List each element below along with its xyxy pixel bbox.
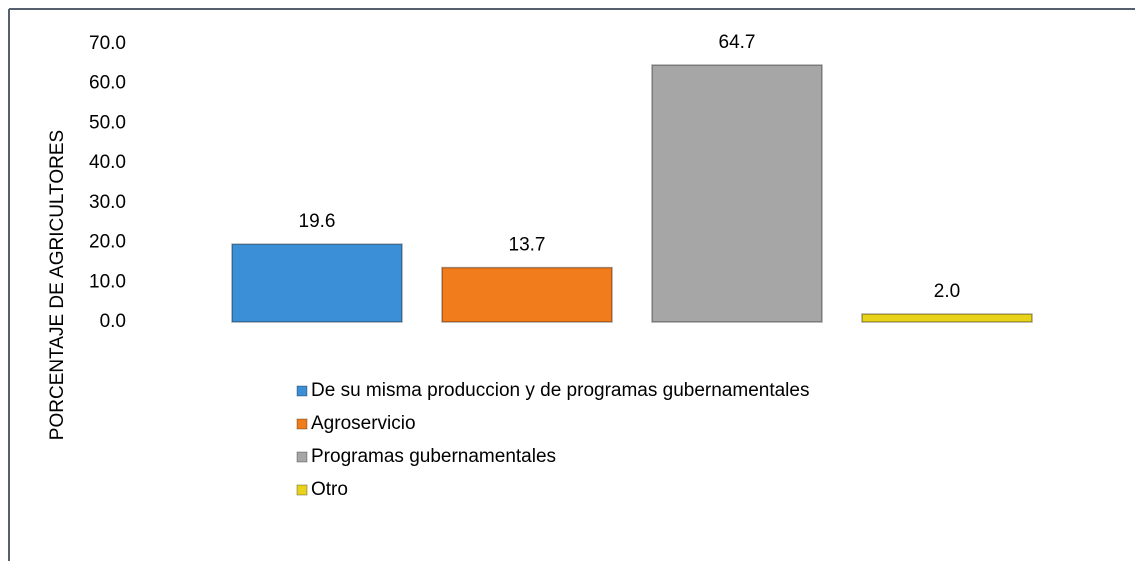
data-label: 2.0	[934, 281, 960, 302]
legend-swatch	[296, 418, 308, 430]
y-tick-label: 20.0	[89, 232, 126, 253]
y-tick-label: 0.0	[100, 311, 126, 332]
data-label: 19.6	[299, 211, 336, 232]
bar	[441, 266, 613, 323]
data-label: 64.7	[719, 32, 756, 53]
legend-label: Programas gubernamentales	[311, 446, 556, 467]
legend-label: Agroservicio	[311, 413, 416, 434]
y-tick-label: 10.0	[89, 271, 126, 292]
legend-label: De su misma produccion y de programas gu…	[311, 380, 809, 401]
y-tick-label: 50.0	[89, 112, 126, 133]
y-tick-label: 70.0	[89, 33, 126, 54]
bar	[861, 313, 1033, 323]
legend-swatch	[296, 385, 308, 397]
y-tick-label: 40.0	[89, 152, 126, 173]
bar	[651, 64, 823, 323]
y-axis-label: PORCENTAJE DE AGRICULTORES	[47, 130, 68, 440]
data-label: 13.7	[509, 235, 546, 256]
y-tick-label: 60.0	[89, 73, 126, 94]
legend-label: Otro	[311, 479, 348, 500]
y-tick-label: 30.0	[89, 192, 126, 213]
legend-swatch	[296, 451, 308, 463]
legend-swatch	[296, 484, 308, 496]
bar	[231, 243, 403, 323]
